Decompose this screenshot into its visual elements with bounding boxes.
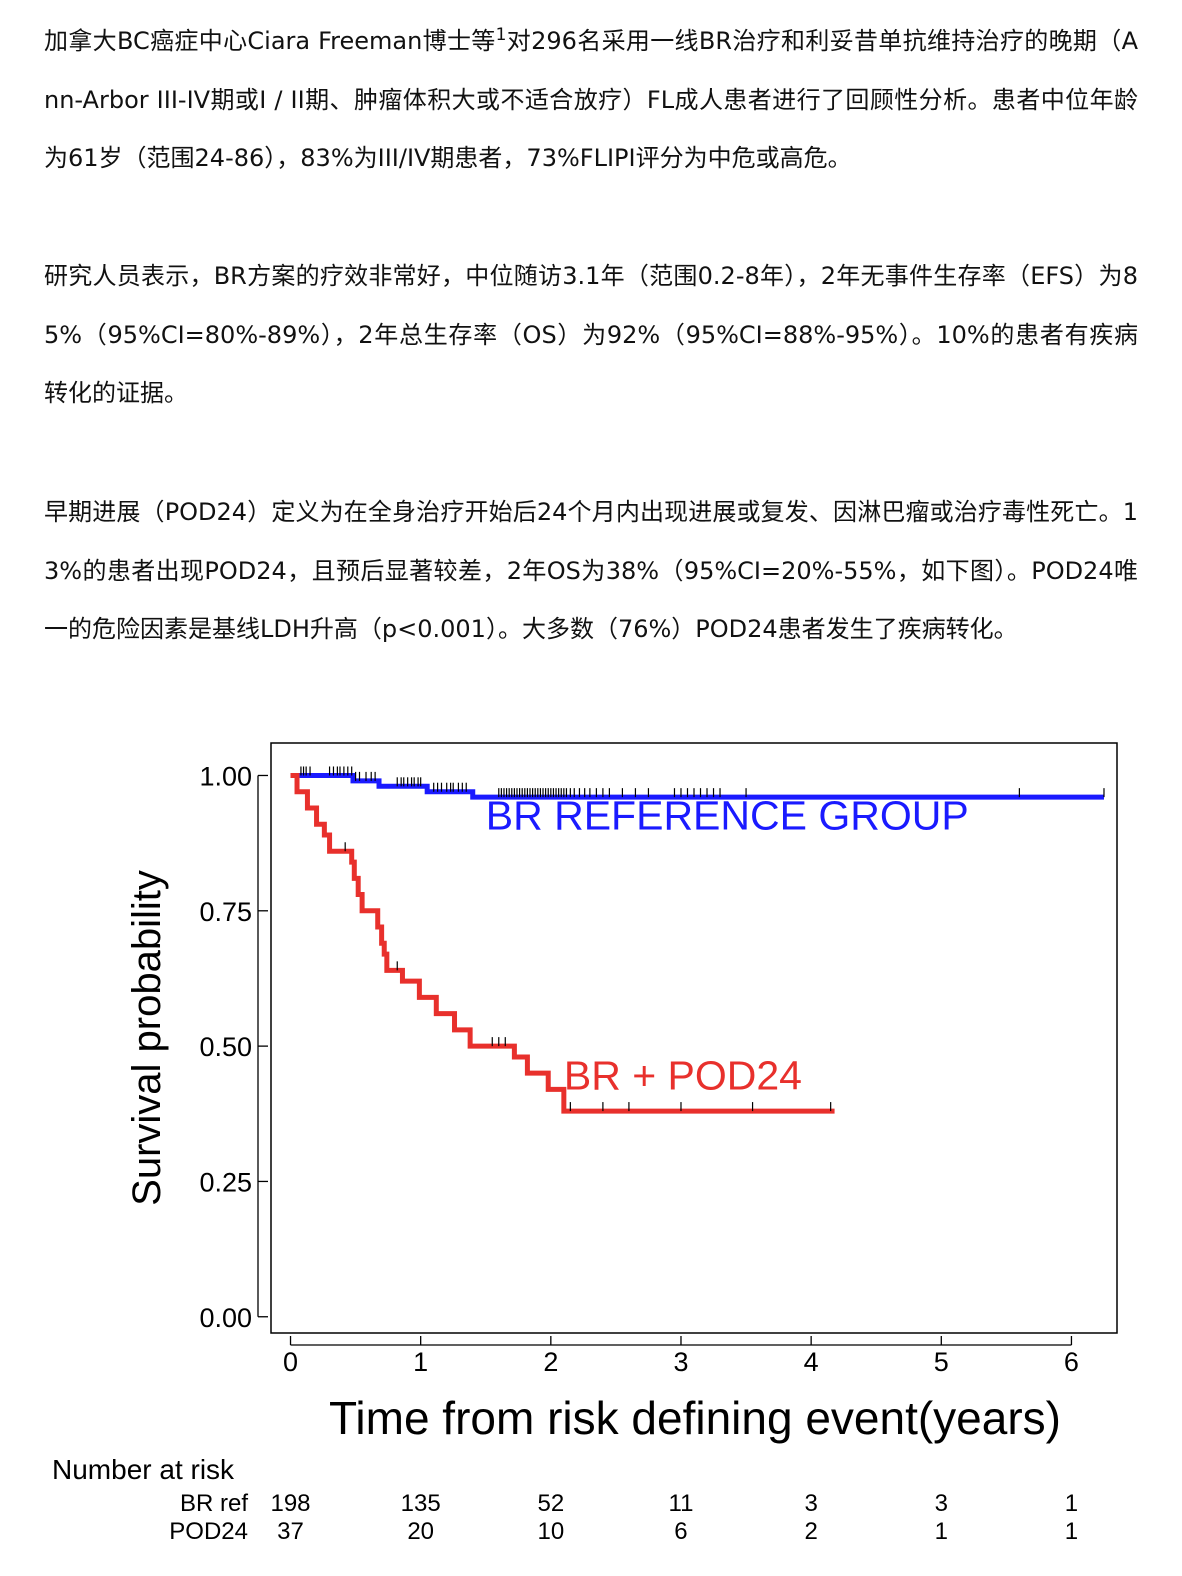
risk-value: 1 [1065, 1490, 1078, 1517]
risk-value: 198 [270, 1490, 310, 1517]
survival-curve [290, 772, 835, 1114]
survival-curve [290, 772, 1104, 800]
reference-superscript[interactable]: 1 [495, 25, 507, 45]
risk-value: 3 [804, 1490, 817, 1517]
risk-table-title: Number at risk [52, 1454, 235, 1485]
y-tick-label: 0.75 [199, 897, 252, 927]
x-tick-label: 6 [1064, 1347, 1079, 1377]
results-paragraph: 研究人员表示，BR方案的疗效非常好，中位随访3.1年（范围0.2-8年），2年无… [44, 262, 1138, 407]
x-tick-label: 2 [543, 1347, 558, 1377]
para1-rest: 对296名采用一线BR治疗和利妥昔单抗维持治疗的晚期（Ann-Arbor III… [44, 27, 1138, 172]
annotations-layer: BR REFERENCE GROUP BR + POD24 [486, 793, 969, 1099]
risk-row-label: BR ref [180, 1490, 248, 1517]
x-tick-label: 1 [413, 1347, 428, 1377]
plot-frame [270, 742, 1118, 1334]
x-tick-label: 5 [934, 1347, 949, 1377]
pod24-paragraph: 早期进展（POD24）定义为在全身治疗开始后24个月内出现进展或复发、因淋巴瘤或… [44, 498, 1138, 643]
risk-value: 1 [1065, 1518, 1078, 1545]
risk-value: 11 [669, 1490, 694, 1517]
intro-paragraph: 加拿大BC癌症中心Ciara Freeman博士等1对296名采用一线BR治疗和… [44, 12, 1138, 188]
series-annotation: BR + POD24 [564, 1052, 802, 1098]
x-axis-title: Time from risk defining event(years) [329, 1392, 1061, 1444]
risk-value: 20 [407, 1518, 434, 1545]
risk-value: 10 [537, 1518, 564, 1545]
risk-row-label: POD24 [169, 1518, 248, 1545]
km-survival-chart: 0.00 0.25 0.50 0.75 1.00 Survival probability… [52, 742, 1118, 1545]
series-layer [290, 766, 1105, 1114]
risk-value: 37 [277, 1518, 304, 1545]
x-tick-label: 0 [283, 1347, 298, 1377]
risk-value: 52 [537, 1490, 564, 1517]
risk-value: 6 [674, 1518, 687, 1545]
y-axis: 0.00 0.25 0.50 0.75 1.00 Survival probability [125, 761, 268, 1333]
risk-value: 3 [935, 1490, 948, 1517]
x-tick-label: 4 [804, 1347, 819, 1377]
risk-value: 1 [935, 1518, 948, 1545]
y-tick-label: 0.25 [199, 1167, 252, 1197]
series-br-pod24 [290, 772, 835, 1114]
series-br-reference [290, 766, 1105, 800]
y-axis-title: Survival probability [125, 870, 169, 1206]
series-annotation: BR REFERENCE GROUP [486, 793, 969, 839]
y-tick-label: 1.00 [199, 761, 252, 791]
risk-value: 2 [804, 1518, 817, 1545]
y-tick-label: 0.50 [199, 1032, 252, 1062]
y-tick-label: 0.00 [199, 1303, 252, 1333]
para1-lead: 加拿大BC癌症中心Ciara Freeman博士等 [44, 27, 496, 55]
x-tick-label: 3 [673, 1347, 688, 1377]
risk-value: 135 [401, 1490, 441, 1517]
